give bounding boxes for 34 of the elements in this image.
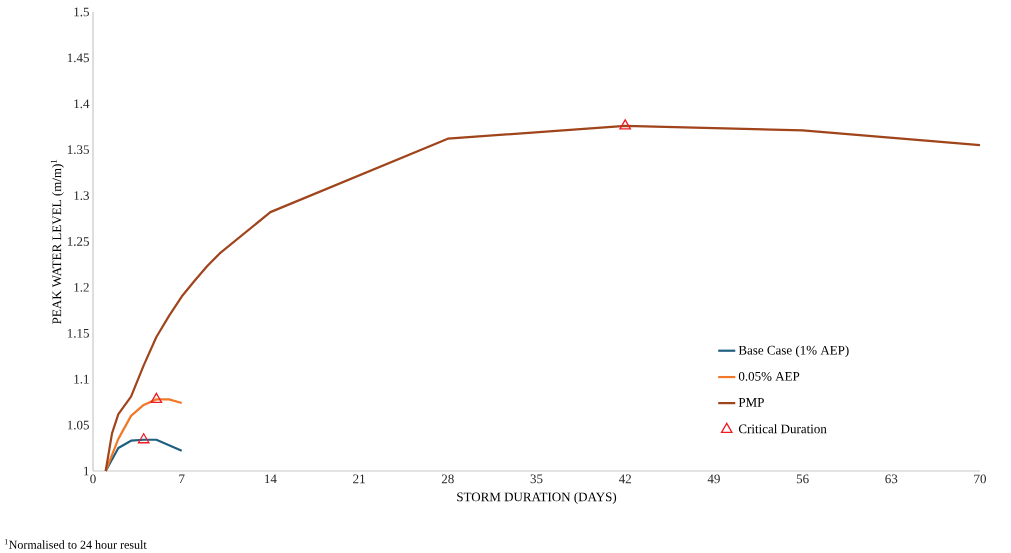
y-axis-title: PEAK WATER LEVEL (m/m)$^{1}$ <box>50 159 64 324</box>
x-tick-label: 56 <box>796 474 809 484</box>
point <box>150 392 163 404</box>
y-tick-label: 1.45 <box>67 53 89 63</box>
x-tick-label: 42 <box>618 474 631 484</box>
text: $^{1}$Normalised to 24 hour result <box>4 539 147 549</box>
y-tick-label: 1.15 <box>67 328 89 338</box>
x-axis-title: STORM DURATION (DAYS) <box>457 492 617 504</box>
y-tick-label: 1.35 <box>67 145 89 155</box>
point <box>137 433 150 444</box>
legend-label: PMP <box>738 398 764 407</box>
x-tick-label: 49 <box>707 474 720 484</box>
y-tick-label: 1.1 <box>74 374 89 384</box>
y-tick-label: 1 <box>84 466 89 476</box>
x-tick-label: 70 <box>974 474 987 484</box>
y-tick-label: 1.4 <box>74 99 90 109</box>
x-tick-label: 21 <box>353 474 365 484</box>
y-tick-label: 1.05 <box>67 420 89 430</box>
x-tick-label: 14 <box>265 474 277 484</box>
x-tick-label: 7 <box>179 474 185 484</box>
y-tick-label: 1.3 <box>74 191 89 200</box>
legend-label: 0.05% AEP <box>738 371 800 381</box>
x-tick-label: 63 <box>885 474 898 484</box>
point <box>619 119 632 130</box>
x-tick-label: 28 <box>441 474 454 484</box>
line-series <box>104 124 982 473</box>
y-tick-label: 1.25 <box>67 237 89 246</box>
x-tick-label: 35 <box>530 474 543 484</box>
y-tick-label: 1.2 <box>74 282 89 292</box>
legend-label: Critical Duration <box>738 424 827 434</box>
line-series <box>104 438 183 473</box>
y-tick-label: 1.5 <box>74 7 89 17</box>
legend-label: Base Case (1% AEP) <box>738 345 849 358</box>
x-tick-label: 0 <box>90 474 96 484</box>
